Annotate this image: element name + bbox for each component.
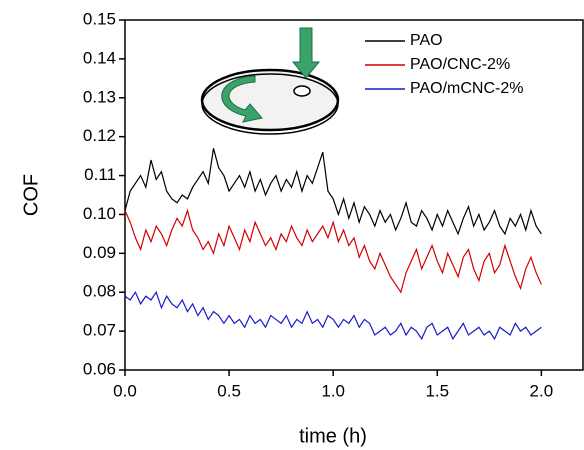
- x-tick-label: 1.0: [321, 381, 345, 400]
- series-line: [124, 290, 542, 341]
- x-tick-label: 0.5: [217, 381, 241, 400]
- y-tick-label: 0.07: [83, 321, 116, 340]
- series-line: [124, 208, 542, 294]
- inset-diagram: [200, 27, 340, 135]
- y-axis-label: COF: [20, 174, 42, 216]
- legend-label: PAO/mCNC-2%: [410, 80, 524, 97]
- y-tick-label: 0.10: [83, 204, 116, 223]
- x-tick-label: 1.5: [425, 381, 449, 400]
- y-tick-label: 0.11: [84, 165, 116, 184]
- y-tick-label: 0.09: [83, 243, 116, 262]
- y-tick-label: 0.13: [83, 87, 116, 106]
- series-line: [124, 148, 542, 236]
- x-tick-label: 0.0: [113, 381, 137, 400]
- legend-label: PAO/CNC-2%: [410, 56, 510, 73]
- y-tick-label: 0.14: [83, 48, 116, 67]
- x-axis-label: time (h): [299, 425, 367, 447]
- disc-edge: [201, 73, 339, 135]
- x-tick-label: 2.0: [530, 381, 554, 400]
- y-tick-label: 0.08: [83, 282, 116, 301]
- y-tick-label: 0.12: [83, 126, 116, 145]
- load-arrow: [291, 27, 321, 79]
- ball: [293, 85, 311, 97]
- y-tick-label: 0.06: [83, 359, 116, 378]
- legend-label: PAO: [410, 32, 443, 49]
- rotation-arrow: [221, 75, 263, 123]
- y-tick-label: 0.15: [83, 9, 116, 28]
- plot-frame: [124, 19, 584, 371]
